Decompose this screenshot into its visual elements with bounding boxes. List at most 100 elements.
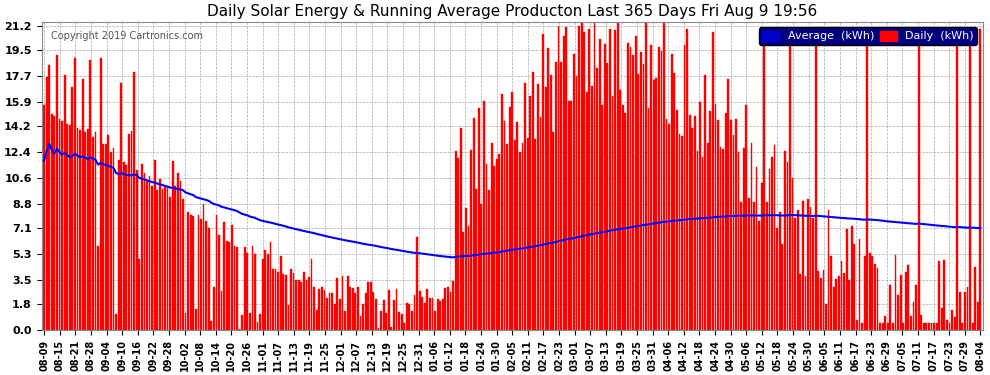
Bar bbox=[172, 161, 173, 330]
Bar bbox=[753, 202, 755, 330]
Bar bbox=[622, 105, 624, 330]
Bar bbox=[604, 44, 606, 330]
Bar bbox=[370, 282, 371, 330]
Bar bbox=[290, 269, 292, 330]
Bar bbox=[931, 323, 933, 330]
Bar bbox=[195, 309, 197, 330]
Bar bbox=[229, 242, 231, 330]
Bar bbox=[712, 32, 714, 330]
Bar bbox=[763, 36, 765, 330]
Bar bbox=[645, 22, 646, 330]
Bar bbox=[517, 122, 519, 330]
Bar bbox=[380, 310, 382, 330]
Bar bbox=[815, 46, 817, 330]
Bar bbox=[76, 128, 78, 330]
Bar bbox=[647, 108, 649, 330]
Bar bbox=[761, 183, 762, 330]
Bar bbox=[836, 279, 838, 330]
Bar bbox=[153, 160, 155, 330]
Bar bbox=[166, 188, 168, 330]
Bar bbox=[388, 290, 390, 330]
Bar bbox=[805, 276, 806, 330]
Bar bbox=[802, 201, 804, 330]
Bar bbox=[349, 287, 351, 330]
Bar bbox=[234, 246, 236, 330]
Bar bbox=[185, 312, 186, 330]
Bar bbox=[633, 55, 634, 330]
Bar bbox=[364, 292, 366, 330]
Bar bbox=[313, 288, 315, 330]
Bar bbox=[92, 138, 94, 330]
Bar bbox=[429, 298, 431, 330]
Bar bbox=[543, 34, 544, 330]
Bar bbox=[951, 310, 953, 330]
Bar bbox=[141, 165, 143, 330]
Bar bbox=[324, 290, 326, 330]
Bar bbox=[177, 173, 179, 330]
Bar bbox=[169, 197, 171, 330]
Bar bbox=[303, 272, 305, 330]
Bar bbox=[781, 244, 783, 330]
Bar bbox=[221, 291, 223, 330]
Bar bbox=[226, 240, 228, 330]
Bar bbox=[562, 36, 564, 330]
Bar bbox=[231, 225, 233, 330]
Bar bbox=[650, 45, 652, 330]
Bar bbox=[205, 221, 207, 330]
Bar bbox=[934, 323, 935, 330]
Bar bbox=[900, 275, 902, 330]
Bar bbox=[758, 220, 760, 330]
Bar bbox=[704, 75, 706, 330]
Bar bbox=[702, 157, 704, 330]
Bar bbox=[460, 128, 461, 330]
Bar bbox=[874, 264, 876, 330]
Bar bbox=[658, 46, 659, 330]
Bar bbox=[591, 86, 593, 330]
Bar bbox=[908, 265, 909, 330]
Bar bbox=[773, 146, 775, 330]
Bar bbox=[974, 267, 976, 330]
Bar bbox=[316, 310, 318, 330]
Bar bbox=[403, 323, 405, 330]
Bar bbox=[977, 303, 979, 330]
Bar bbox=[895, 255, 896, 330]
Bar bbox=[940, 308, 942, 330]
Bar bbox=[470, 150, 472, 330]
Bar bbox=[640, 52, 642, 330]
Bar bbox=[617, 22, 619, 330]
Bar bbox=[887, 323, 889, 330]
Title: Daily Solar Energy & Running Average Producton Last 365 Days Fri Aug 9 19:56: Daily Solar Energy & Running Average Pro… bbox=[207, 4, 818, 19]
Bar bbox=[540, 117, 542, 330]
Bar bbox=[71, 87, 73, 330]
Bar bbox=[549, 75, 551, 330]
Bar bbox=[295, 280, 297, 330]
Bar bbox=[151, 186, 153, 330]
Bar bbox=[419, 291, 421, 330]
Bar bbox=[496, 159, 498, 330]
Bar bbox=[964, 292, 966, 330]
Bar bbox=[118, 160, 120, 330]
Bar bbox=[89, 60, 91, 330]
Bar bbox=[768, 169, 770, 330]
Bar bbox=[892, 323, 894, 330]
Bar bbox=[198, 215, 199, 330]
Bar bbox=[599, 39, 601, 330]
Bar bbox=[581, 22, 582, 330]
Bar bbox=[63, 75, 65, 330]
Bar bbox=[673, 73, 675, 330]
Bar bbox=[473, 118, 474, 330]
Bar bbox=[652, 80, 654, 330]
Bar bbox=[147, 180, 148, 330]
Bar bbox=[261, 259, 263, 330]
Bar bbox=[367, 282, 369, 330]
Bar bbox=[557, 26, 559, 330]
Bar bbox=[871, 256, 873, 330]
Bar bbox=[462, 232, 464, 330]
Bar bbox=[105, 144, 107, 330]
Bar bbox=[612, 96, 614, 330]
Bar bbox=[910, 316, 912, 330]
Bar bbox=[717, 120, 719, 330]
Bar bbox=[251, 246, 253, 330]
Bar bbox=[630, 48, 632, 330]
Bar bbox=[514, 140, 516, 330]
